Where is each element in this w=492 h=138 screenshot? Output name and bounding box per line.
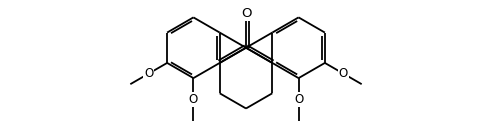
Text: O: O	[189, 93, 198, 106]
Text: O: O	[241, 7, 251, 20]
Text: O: O	[294, 93, 303, 106]
Text: O: O	[144, 67, 154, 80]
Text: O: O	[338, 67, 348, 80]
